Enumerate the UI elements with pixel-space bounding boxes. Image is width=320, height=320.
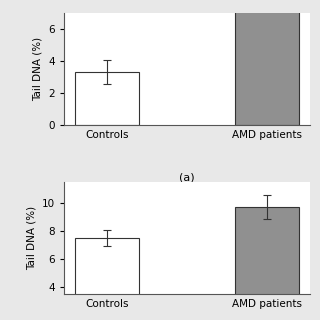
Y-axis label: Tail DNA (%): Tail DNA (%)	[33, 37, 43, 101]
Y-axis label: Tail DNA (%): Tail DNA (%)	[26, 206, 36, 270]
Bar	[75, 72, 139, 125]
Text: (a): (a)	[180, 173, 195, 183]
Bar	[235, 207, 299, 320]
Bar	[235, 5, 299, 125]
Bar	[75, 238, 139, 320]
